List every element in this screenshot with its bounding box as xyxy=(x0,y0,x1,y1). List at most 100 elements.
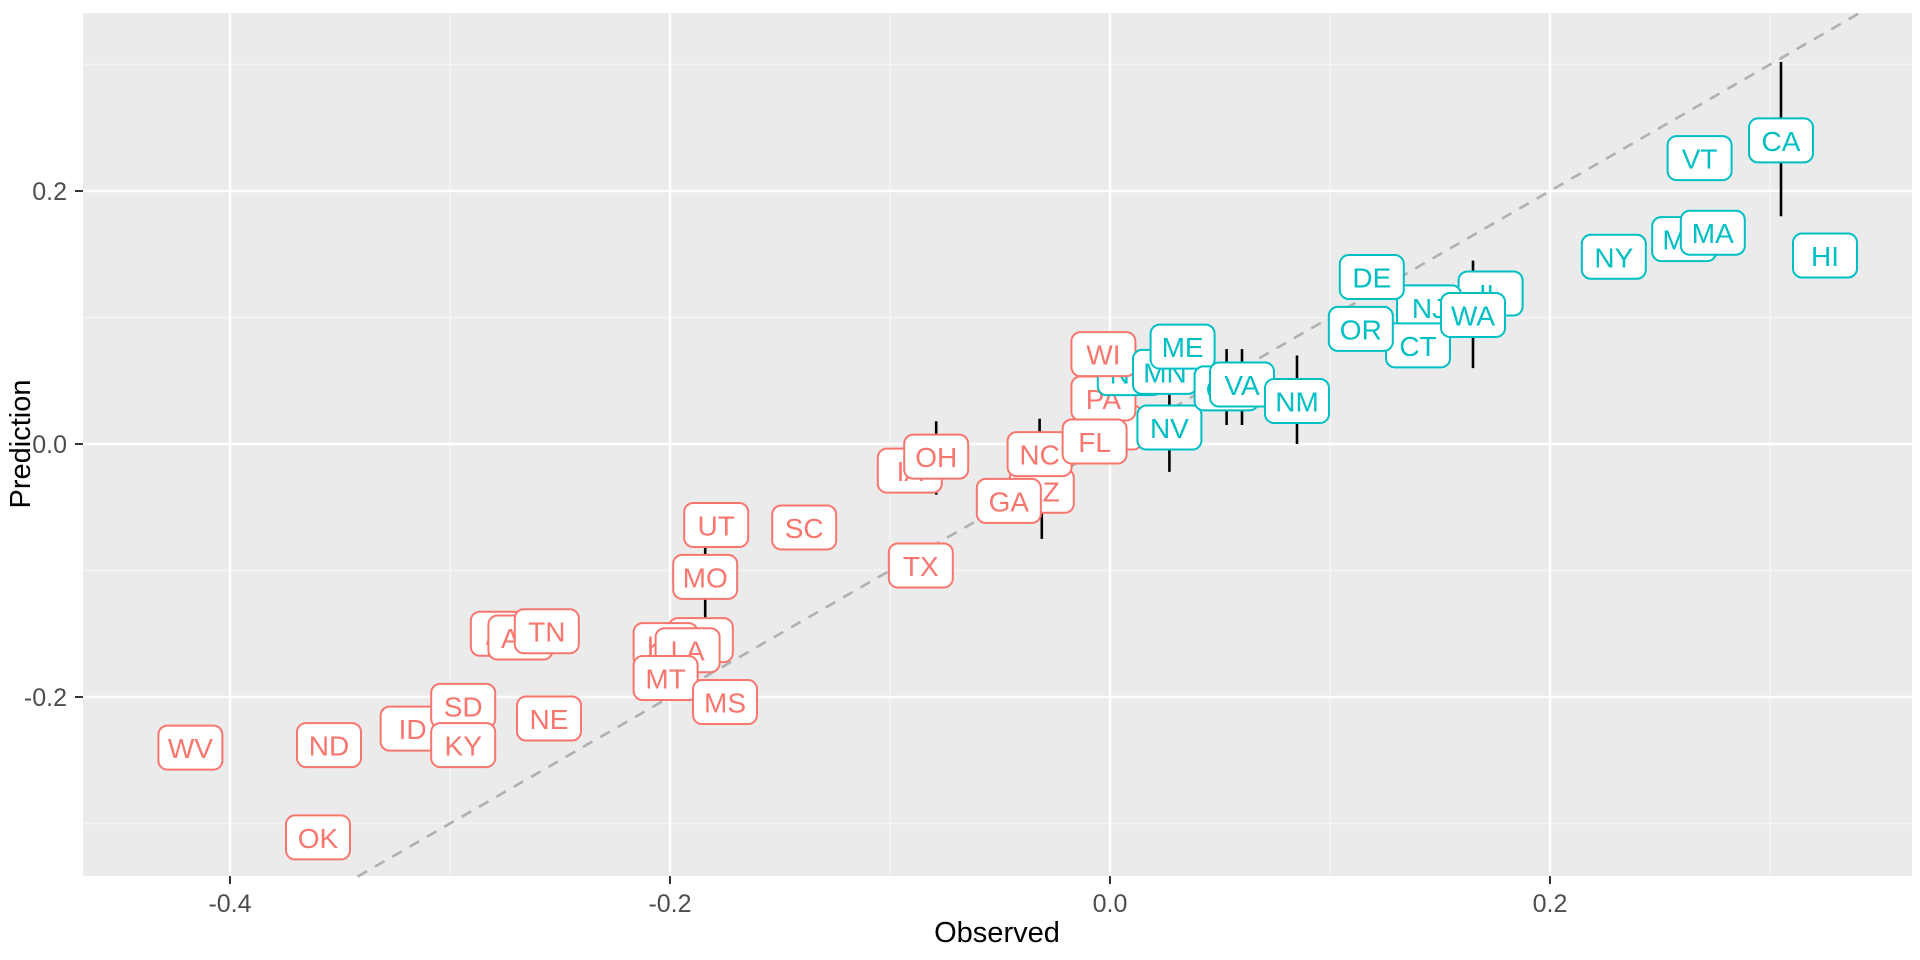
state-label-WV: WV xyxy=(157,724,224,771)
state-label-UT: UT xyxy=(683,501,750,548)
state-label-text: MO xyxy=(683,562,728,593)
state-labels: ALARTNINKSLAMTMSIDSDKYWVNDOKNEUTMOSCTXIA… xyxy=(157,117,1858,861)
state-label-SD: SD xyxy=(430,682,497,729)
state-label-TN: TN xyxy=(513,608,580,655)
state-label-text: NC xyxy=(1019,440,1059,471)
state-label-TX: TX xyxy=(887,542,954,589)
state-label-text: MS xyxy=(704,688,746,719)
state-label-text: TX xyxy=(903,551,939,582)
state-label-text: HI xyxy=(1811,241,1839,272)
state-label-text: GA xyxy=(989,486,1030,517)
state-label-text: OK xyxy=(298,823,339,854)
state-label-KY: KY xyxy=(430,722,497,769)
state-label-text: ID xyxy=(399,714,427,745)
state-label-text: CA xyxy=(1762,126,1801,157)
state-label-box xyxy=(1061,418,1128,465)
state-label-WA: WA xyxy=(1440,291,1506,338)
state-label-box xyxy=(683,501,750,548)
state-label-text: OH xyxy=(915,442,957,473)
state-label-box xyxy=(285,814,351,861)
state-label-DE: DE xyxy=(1338,254,1405,301)
state-label-text: WI xyxy=(1086,340,1120,371)
state-label-text: ND xyxy=(309,731,349,762)
state-label-text: MA xyxy=(1692,218,1734,249)
state-label-box xyxy=(516,695,582,742)
state-label-text: NE xyxy=(530,704,569,735)
state-label-box xyxy=(1580,233,1647,280)
state-label-WI: WI xyxy=(1070,331,1137,378)
state-label-NV: NV xyxy=(1136,404,1203,451)
state-label-MA: MA xyxy=(1679,209,1746,256)
state-label-FL: FL xyxy=(1061,418,1128,465)
x-tick-label: 0.0 xyxy=(1093,890,1128,918)
state-label-text: SD xyxy=(444,691,483,722)
state-label-box xyxy=(887,542,954,589)
state-label-MT: MT xyxy=(632,655,699,702)
y-tick-label: 0.0 xyxy=(32,431,67,459)
state-label-text: WV xyxy=(168,733,213,764)
state-label-text: TN xyxy=(528,617,565,648)
state-label-text: UT xyxy=(698,510,735,541)
x-axis-title: Observed xyxy=(934,917,1060,949)
state-label-ND: ND xyxy=(296,722,362,769)
state-label-box xyxy=(157,724,224,771)
x-tick-label: -0.4 xyxy=(208,890,251,918)
state-label-NE: NE xyxy=(516,695,582,742)
y-axis-title: Prediction xyxy=(5,380,37,509)
state-label-text: NY xyxy=(1594,242,1633,273)
state-label-OK: OK xyxy=(285,814,351,861)
state-label-HI: HI xyxy=(1792,232,1858,279)
state-label-text: VT xyxy=(1682,144,1718,175)
state-label-VA: VA xyxy=(1209,361,1275,408)
y-tick-label: 0.2 xyxy=(32,178,67,206)
state-label-box xyxy=(771,504,838,551)
state-label-NC: NC xyxy=(1006,431,1073,478)
state-label-text: DE xyxy=(1352,263,1391,294)
state-label-box xyxy=(1666,135,1733,182)
state-label-MO: MO xyxy=(672,553,739,600)
state-label-CT: CT xyxy=(1385,322,1451,369)
state-label-text: SC xyxy=(785,513,824,544)
state-label-box xyxy=(1679,209,1746,256)
state-label-MS: MS xyxy=(692,679,758,726)
state-label-text: OR xyxy=(1340,314,1382,345)
state-label-NM: NM xyxy=(1264,377,1330,424)
axes: Observed Prediction -0.4 -0.2 0.0 0.2 0.2 0.0… xyxy=(5,178,1567,949)
state-label-box xyxy=(1748,117,1814,164)
state-label-text: ME xyxy=(1162,332,1204,363)
state-label-box xyxy=(1440,291,1506,338)
state-label-text: CT xyxy=(1399,331,1436,362)
state-label-box xyxy=(1792,232,1858,279)
state-label-SC: SC xyxy=(771,504,838,551)
state-label-OH: OH xyxy=(903,433,970,480)
state-label-text: WA xyxy=(1451,300,1495,331)
state-label-text: VA xyxy=(1224,370,1260,401)
state-label-GA: GA xyxy=(975,477,1042,524)
state-label-box xyxy=(975,477,1042,524)
state-label-box xyxy=(692,679,758,726)
state-label-text: FL xyxy=(1078,427,1111,458)
state-label-box xyxy=(672,553,739,600)
state-label-box xyxy=(296,722,362,769)
state-label-box xyxy=(1264,377,1330,424)
state-label-text: KY xyxy=(445,731,483,762)
state-label-box xyxy=(903,433,970,480)
state-label-VT: VT xyxy=(1666,135,1733,182)
state-label-box xyxy=(430,722,497,769)
state-label-box xyxy=(513,608,580,655)
state-label-text: NV xyxy=(1150,413,1189,444)
state-label-ME: ME xyxy=(1149,323,1216,370)
state-label-OR: OR xyxy=(1327,305,1394,352)
x-tick-label: -0.2 xyxy=(648,890,691,918)
state-label-box xyxy=(1136,404,1203,451)
state-label-box xyxy=(1338,254,1405,301)
x-tick-label: 0.2 xyxy=(1533,890,1568,918)
y-tick-label: -0.2 xyxy=(24,684,67,712)
state-label-box xyxy=(1149,323,1216,370)
state-label-text: MT xyxy=(645,664,685,695)
state-label-CA: CA xyxy=(1748,117,1814,164)
state-label-NY: NY xyxy=(1580,233,1647,280)
state-label-text: NM xyxy=(1275,386,1319,417)
